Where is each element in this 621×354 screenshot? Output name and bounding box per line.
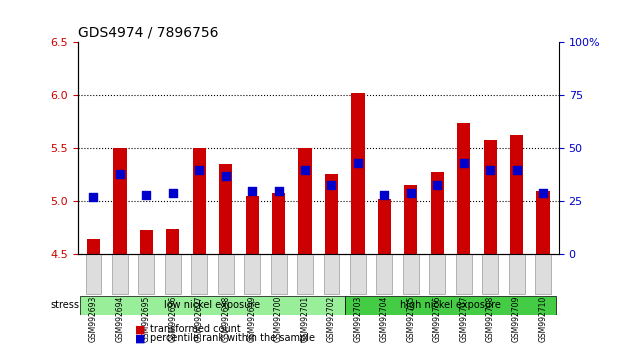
- FancyBboxPatch shape: [350, 255, 366, 294]
- Text: GSM992709: GSM992709: [512, 296, 521, 342]
- Text: GSM992704: GSM992704: [380, 296, 389, 342]
- FancyBboxPatch shape: [218, 255, 233, 294]
- Text: ■: ■: [135, 333, 146, 343]
- FancyBboxPatch shape: [483, 255, 498, 294]
- Text: GSM992699: GSM992699: [248, 296, 256, 342]
- FancyBboxPatch shape: [244, 255, 260, 294]
- FancyBboxPatch shape: [138, 255, 154, 294]
- Bar: [325, 174, 338, 255]
- Bar: [378, 199, 391, 255]
- Text: GSM992707: GSM992707: [459, 296, 468, 342]
- Point: [194, 167, 204, 172]
- FancyBboxPatch shape: [297, 255, 313, 294]
- Bar: [351, 93, 365, 255]
- Bar: [537, 191, 550, 255]
- Point: [459, 160, 469, 166]
- Bar: [510, 135, 524, 255]
- FancyBboxPatch shape: [535, 255, 551, 294]
- FancyBboxPatch shape: [191, 255, 207, 294]
- Point: [220, 173, 230, 179]
- Text: GSM992706: GSM992706: [433, 296, 442, 342]
- Point: [485, 167, 495, 172]
- Bar: [219, 164, 232, 255]
- Point: [168, 190, 178, 196]
- Bar: [140, 230, 153, 255]
- Point: [115, 171, 125, 177]
- Text: GSM992698: GSM992698: [221, 296, 230, 342]
- Bar: [193, 148, 206, 255]
- Bar: [245, 196, 259, 255]
- Bar: [404, 184, 417, 255]
- FancyBboxPatch shape: [509, 255, 525, 294]
- Bar: [457, 123, 470, 255]
- FancyBboxPatch shape: [456, 255, 471, 294]
- Text: transformed count: transformed count: [150, 324, 240, 334]
- FancyBboxPatch shape: [429, 255, 445, 294]
- Point: [432, 182, 442, 187]
- FancyBboxPatch shape: [165, 255, 181, 294]
- Text: GSM992703: GSM992703: [353, 296, 363, 342]
- Text: GSM992701: GSM992701: [301, 296, 309, 342]
- Point: [274, 188, 284, 194]
- FancyBboxPatch shape: [324, 255, 340, 294]
- Text: GSM992696: GSM992696: [168, 296, 178, 342]
- FancyBboxPatch shape: [345, 296, 556, 315]
- FancyBboxPatch shape: [80, 296, 345, 315]
- FancyBboxPatch shape: [403, 255, 419, 294]
- Point: [247, 188, 257, 194]
- Bar: [430, 172, 444, 255]
- Text: stress: stress: [50, 300, 79, 310]
- Text: GSM992708: GSM992708: [486, 296, 495, 342]
- Point: [353, 160, 363, 166]
- Text: GSM992702: GSM992702: [327, 296, 336, 342]
- Point: [512, 167, 522, 172]
- Text: GSM992693: GSM992693: [89, 296, 98, 342]
- FancyBboxPatch shape: [376, 255, 392, 294]
- Text: low nickel exposure: low nickel exposure: [165, 300, 261, 310]
- Point: [300, 167, 310, 172]
- Text: high nickel exposure: high nickel exposure: [400, 300, 501, 310]
- Point: [406, 190, 416, 196]
- Text: GSM992697: GSM992697: [195, 296, 204, 342]
- Text: percentile rank within the sample: percentile rank within the sample: [150, 333, 315, 343]
- Bar: [484, 140, 497, 255]
- Bar: [272, 193, 285, 255]
- Text: GSM992695: GSM992695: [142, 296, 151, 342]
- Point: [327, 182, 337, 187]
- FancyBboxPatch shape: [112, 255, 128, 294]
- Bar: [299, 148, 312, 255]
- Text: GSM992710: GSM992710: [538, 296, 548, 342]
- Text: GSM992700: GSM992700: [274, 296, 283, 342]
- FancyBboxPatch shape: [86, 255, 101, 294]
- Point: [142, 192, 152, 198]
- Text: GSM992705: GSM992705: [406, 296, 415, 342]
- Point: [538, 190, 548, 196]
- Bar: [166, 229, 179, 255]
- Text: ■: ■: [135, 324, 146, 334]
- FancyBboxPatch shape: [271, 255, 286, 294]
- Bar: [113, 148, 127, 255]
- Point: [89, 194, 99, 200]
- Text: GDS4974 / 7896756: GDS4974 / 7896756: [78, 26, 218, 40]
- Text: GSM992694: GSM992694: [116, 296, 124, 342]
- Bar: [87, 239, 100, 255]
- Point: [379, 192, 389, 198]
